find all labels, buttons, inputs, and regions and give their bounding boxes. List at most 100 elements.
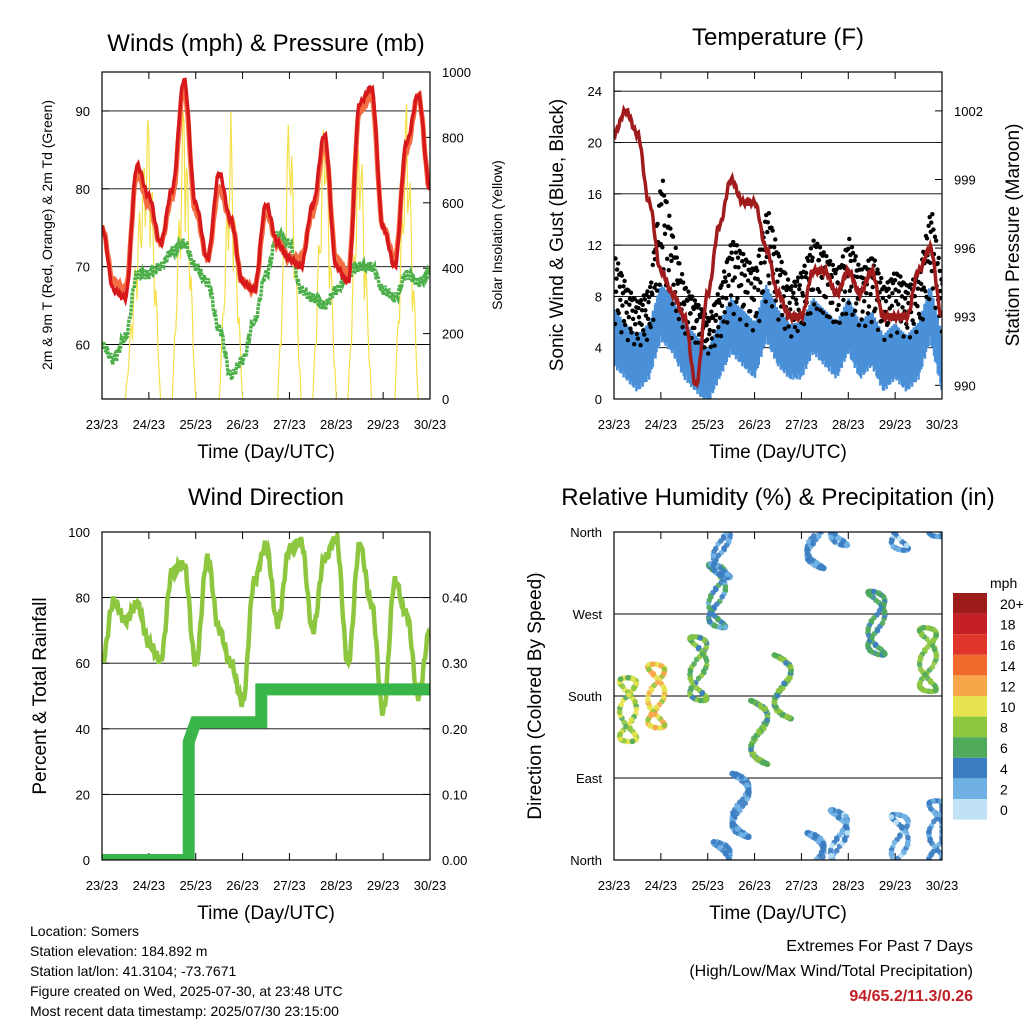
- direction-point: [691, 661, 697, 667]
- gust-point: [626, 314, 632, 320]
- gust-point: [619, 330, 624, 335]
- gust-point: [846, 300, 851, 306]
- gust-point: [864, 291, 869, 296]
- gust-point: [726, 272, 732, 278]
- gust-point: [860, 275, 866, 281]
- gust-point: [827, 258, 833, 264]
- direction-point: [810, 541, 816, 547]
- gust-point: [745, 278, 751, 283]
- info-elevation: Station elevation: 184.892 m: [30, 943, 208, 959]
- gust-point: [792, 325, 798, 330]
- x-tick-label: 24/23: [645, 878, 678, 893]
- gust-point: [646, 294, 652, 300]
- direction-point: [687, 635, 693, 641]
- gust-point: [929, 268, 935, 274]
- gust-point: [736, 265, 741, 270]
- direction-point: [879, 620, 886, 626]
- gust-point: [709, 309, 714, 314]
- gust-point: [719, 303, 725, 309]
- direction-point: [932, 687, 939, 694]
- gust-point: [629, 330, 634, 335]
- x-tick-label: 29/23: [879, 417, 912, 432]
- station-info: Location: Somers Station elevation: 184.…: [30, 921, 343, 1021]
- gust-point: [651, 317, 656, 322]
- gust-point: [767, 280, 772, 286]
- direction-point: [748, 742, 755, 748]
- chart-title: Temperature (F): [692, 24, 864, 51]
- gust-point: [751, 297, 757, 303]
- gust-point: [644, 337, 650, 343]
- gust-point: [890, 291, 895, 296]
- gust-point: [664, 256, 670, 261]
- direction-points: [616, 532, 942, 860]
- x-tick-label: 26/23: [738, 878, 771, 893]
- direction-point: [660, 694, 667, 700]
- direction-point: [865, 625, 871, 632]
- gust-point: [777, 273, 783, 278]
- gust-point: [643, 308, 648, 313]
- x-tick-label: 27/23: [785, 417, 818, 432]
- gust-point: [627, 302, 632, 307]
- gust-point: [668, 226, 673, 231]
- gust-point: [797, 282, 802, 288]
- gust-point: [882, 337, 887, 342]
- legend-swatch: [953, 757, 987, 779]
- direction-point: [758, 703, 764, 710]
- x-tick-label: 25/23: [179, 878, 212, 893]
- gust-point: [758, 280, 763, 285]
- direction-point: [934, 533, 941, 540]
- y-axis-label: 2m & 9m T (Red, Orange) & 2m Td (Green): [39, 100, 55, 370]
- direction-point: [703, 644, 709, 651]
- y-tick-label: 8: [595, 289, 602, 304]
- direction-point: [725, 856, 732, 860]
- gust-point: [915, 286, 921, 291]
- y-tick-label: 60: [76, 338, 90, 353]
- gust-point: [803, 270, 809, 276]
- y-tick-label: 24: [588, 84, 602, 99]
- direction-point: [878, 646, 884, 653]
- y-tick-label: North: [570, 525, 602, 540]
- gust-point: [879, 318, 884, 324]
- gust-point: [833, 319, 839, 324]
- gust-point: [756, 287, 761, 293]
- gust-point: [614, 256, 618, 261]
- direction-point: [696, 644, 702, 651]
- direction-point: [710, 553, 717, 559]
- gust-point: [899, 294, 905, 299]
- direction-point: [626, 692, 632, 698]
- gust-point: [631, 341, 637, 347]
- legend-label: 12: [1000, 678, 1016, 694]
- gust-point: [931, 227, 936, 232]
- gust-point: [766, 273, 771, 278]
- gust-point: [765, 220, 771, 225]
- gust-point: [666, 268, 671, 273]
- direction-point: [931, 843, 938, 850]
- direction-point: [760, 724, 767, 731]
- direction-point: [920, 625, 927, 631]
- gust-point: [855, 274, 860, 280]
- gust-point: [653, 282, 659, 287]
- direction-point: [706, 604, 712, 611]
- y2-tick-label: 0: [442, 392, 449, 407]
- direction-point: [834, 847, 840, 854]
- gust-point: [673, 245, 678, 251]
- gust-point: [929, 220, 934, 225]
- direction-point: [894, 811, 901, 818]
- legend-swatch: [953, 654, 987, 676]
- gust-point: [794, 279, 800, 284]
- x-tick-label: 24/23: [133, 417, 166, 432]
- gust-point: [854, 301, 859, 306]
- direction-point: [617, 735, 624, 742]
- plot-border: [101, 531, 431, 861]
- direction-point: [711, 839, 717, 845]
- direction-point: [917, 679, 923, 686]
- direction-point: [648, 686, 655, 693]
- gust-point: [744, 322, 749, 328]
- gust-point: [926, 223, 931, 228]
- direction-point: [708, 594, 714, 600]
- gust-point: [765, 229, 770, 235]
- x-axis-label: Time (Day/UTC): [709, 903, 847, 924]
- gust-point: [876, 271, 881, 276]
- gust-point: [785, 277, 791, 282]
